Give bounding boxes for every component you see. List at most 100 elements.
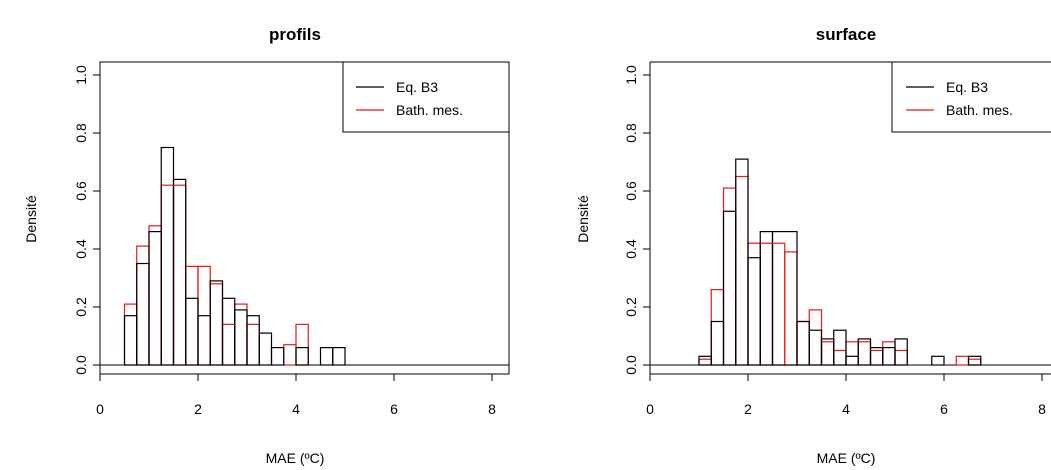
legend-box: [342, 61, 510, 133]
histogram-bar: [234, 309, 248, 366]
histogram-bar: [295, 323, 309, 366]
histogram-bar: [258, 332, 273, 366]
histogram-bar: [319, 347, 334, 366]
histogram-bar: [747, 257, 761, 366]
histogram-bar: [246, 315, 260, 366]
x-tick-label: 6: [390, 401, 398, 417]
y-tick-label: 0.0: [623, 355, 639, 375]
panel-profils: profils 0.0 0.2 0.4 0.6 0.8 1.0 0 2 4 6 8 MAE (ºC…: [23, 25, 510, 466]
legend-label-bath-mes: Bath. mes.: [946, 102, 1013, 118]
histogram-bar: [967, 355, 982, 366]
histogram-bar: [735, 175, 749, 366]
histogram-bar: [148, 225, 162, 366]
histogram-bar: [845, 341, 859, 366]
x-tick-label: 4: [842, 401, 850, 417]
histogram-bar: [955, 355, 970, 366]
y-tick-label: 1.0: [623, 65, 639, 85]
histogram-bar: [710, 320, 725, 366]
series-eq-b3: [123, 146, 346, 366]
legend-label-eq-b3: Eq. B3: [396, 79, 438, 95]
histogram-bar: [820, 338, 835, 366]
histogram-bar: [857, 341, 872, 366]
histogram-bar: [710, 289, 725, 366]
histogram-bar: [882, 347, 896, 366]
histogram-bar: [270, 347, 285, 366]
histogram-bar: [882, 341, 896, 366]
legend: Eq. B3 Bath. mes.: [891, 61, 1051, 133]
histogram-bar: [172, 184, 187, 366]
histogram-bar: [722, 210, 737, 366]
histogram-bar: [185, 297, 199, 366]
y-tick-label: 1.0: [73, 65, 89, 85]
x-tick-label: 2: [744, 401, 752, 417]
x-tick-label: 0: [96, 401, 104, 417]
histogram-bar: [771, 242, 786, 366]
histogram-bar: [967, 358, 982, 366]
y-tick-label: 0.8: [73, 123, 89, 143]
x-axis: 0 2 4 6 8: [96, 374, 496, 417]
histogram-bar: [197, 315, 211, 366]
histogram-bar: [136, 262, 150, 366]
x-tick-label: 2: [194, 401, 202, 417]
series-bath-mes: [123, 184, 309, 366]
histogram-bar: [160, 146, 175, 366]
y-tick-label: 0.4: [623, 239, 639, 259]
histogram-bar: [221, 297, 236, 366]
y-axis: 0.0 0.2 0.4 0.6 0.8 1.0: [73, 65, 100, 375]
x-tick-label: 4: [292, 401, 300, 417]
x-axis-label: MAE (ºC): [817, 450, 876, 466]
histogram-bar: [894, 338, 908, 366]
histogram-bar: [160, 184, 175, 366]
histogram-bar: [759, 242, 774, 366]
histogram-bar: [796, 320, 810, 366]
legend: Eq. B3 Bath. mes.: [342, 61, 510, 133]
series-bath-mes: [698, 175, 982, 366]
x-axis-label: MAE (ºC): [266, 450, 325, 466]
histogram-bar: [735, 158, 749, 366]
histogram-bar: [123, 303, 138, 366]
histogram-bar: [148, 231, 162, 366]
x-axis: 0 2 4 6 8: [646, 374, 1046, 417]
histogram-bar: [234, 303, 248, 366]
histogram-bar: [698, 355, 712, 366]
histogram-bar: [857, 338, 872, 366]
histogram-bar: [796, 320, 810, 366]
series-eq-b3: [698, 158, 982, 366]
chart-title: surface: [816, 25, 876, 44]
y-axis: 0.0 0.2 0.4 0.6 0.8 1.0: [623, 65, 650, 375]
histogram-bar: [833, 329, 847, 366]
histogram-bar: [931, 355, 945, 366]
histogram-bar: [784, 251, 798, 366]
y-tick-label: 0.2: [623, 297, 639, 317]
histogram-bar: [209, 280, 224, 366]
y-tick-label: 0.0: [73, 355, 89, 375]
histogram-bar: [894, 349, 908, 366]
x-tick-label: 6: [940, 401, 948, 417]
histogram-bar: [185, 265, 199, 366]
y-tick-label: 0.6: [623, 181, 639, 201]
histogram-bar: [820, 341, 835, 366]
histogram-bar: [209, 283, 224, 366]
legend-box: [891, 61, 1051, 133]
histogram-bar: [747, 242, 761, 366]
histogram-bar: [722, 187, 737, 366]
y-tick-label: 0.4: [73, 239, 89, 259]
histogram-bar: [332, 347, 346, 366]
histogram-bar: [295, 347, 309, 366]
histogram-bar: [833, 349, 847, 366]
y-tick-label: 0.2: [73, 297, 89, 317]
legend-label-bath-mes: Bath. mes.: [396, 102, 463, 118]
histogram-series: [698, 158, 982, 366]
histogram-bar: [283, 344, 297, 366]
histogram-bar: [808, 309, 823, 366]
x-tick-label: 8: [488, 401, 496, 417]
histogram-bar: [759, 231, 774, 366]
panel-surface: surface 0.0 0.2 0.4 0.6 0.8 1.0 0 2 4 6 8 MAE (ºC…: [575, 25, 1051, 466]
histogram-bar: [246, 323, 260, 366]
histogram-series: [123, 146, 346, 366]
y-tick-label: 0.6: [73, 181, 89, 201]
legend-label-eq-b3: Eq. B3: [946, 79, 988, 95]
histogram-bar: [869, 349, 884, 366]
histogram-bar: [172, 178, 187, 366]
